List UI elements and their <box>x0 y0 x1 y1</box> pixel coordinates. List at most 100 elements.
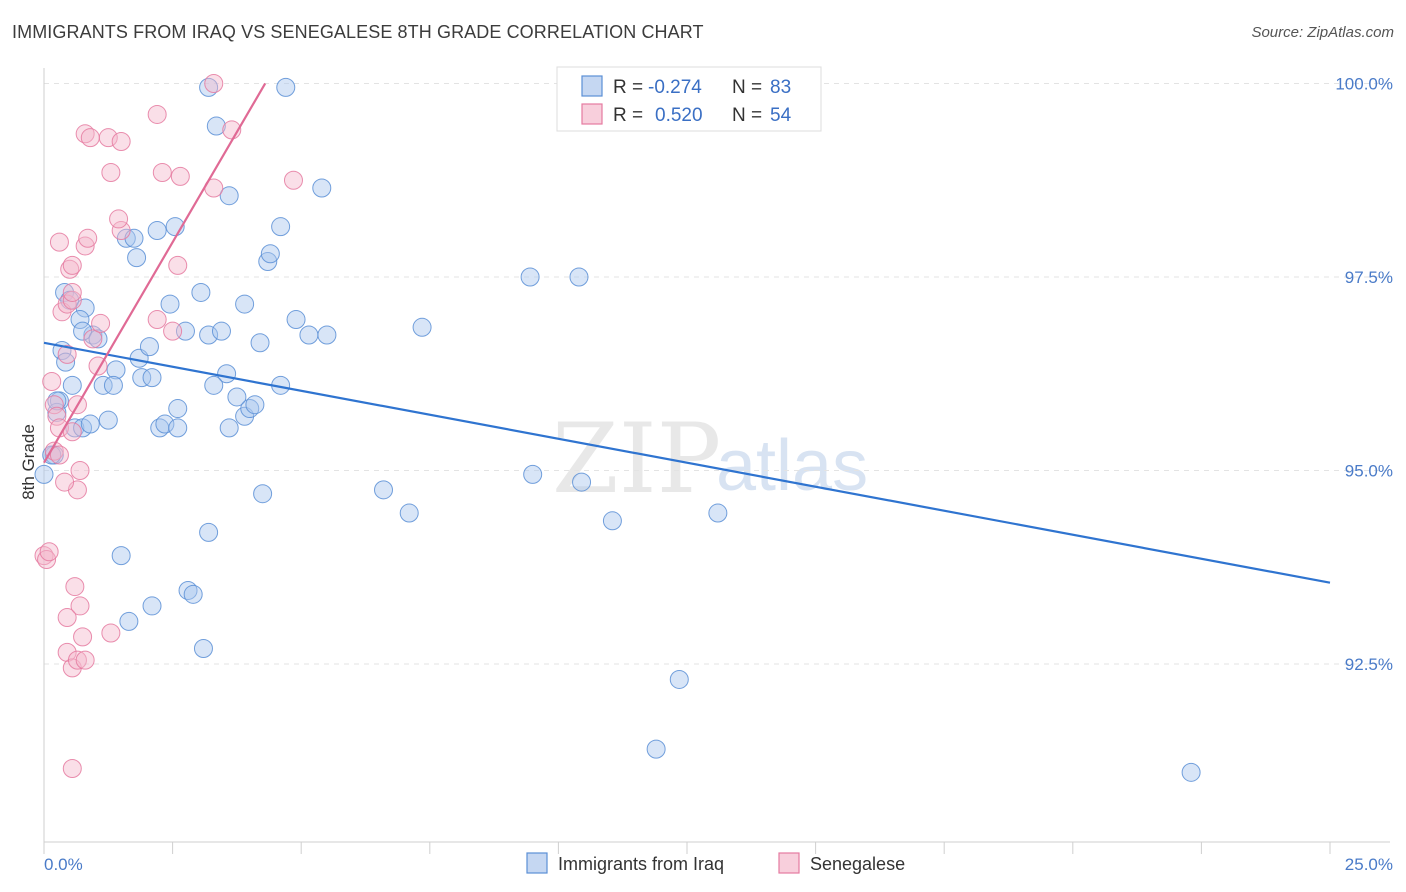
point-iraq-66 <box>193 639 213 658</box>
point-senegalese-7 <box>37 549 57 569</box>
point-iraq-2 <box>62 375 82 395</box>
point-iraq-62 <box>119 611 139 631</box>
point-iraq-13 <box>70 310 90 330</box>
point-iraq-17 <box>93 375 113 395</box>
point-senegalese-0 <box>42 371 62 391</box>
point-iraq-68 <box>399 503 419 523</box>
legend-n-label-senegalese: N = <box>732 105 762 126</box>
point-iraq-74 <box>602 511 622 531</box>
source-credit: Source: ZipAtlas.com <box>1251 24 1394 41</box>
point-senegalese-12 <box>62 290 82 310</box>
point-senegalese-1 <box>44 395 64 415</box>
point-iraq-14 <box>83 325 103 345</box>
point-iraq-65 <box>183 584 203 604</box>
point-iraq-40 <box>219 418 239 438</box>
point-iraq-25 <box>155 414 175 434</box>
point-senegalese-51 <box>283 170 303 190</box>
point-iraq-44 <box>245 395 265 415</box>
point-senegalese-8 <box>39 542 59 562</box>
watermark-atlas: atlas <box>716 426 868 506</box>
point-iraq-41 <box>227 387 247 407</box>
point-iraq-46 <box>250 333 270 353</box>
chart-title: IMMIGRANTS FROM IRAQ VS SENEGALESE 8TH G… <box>12 22 704 42</box>
watermark-zip: ZIP <box>552 403 721 515</box>
series-iraq <box>34 73 1201 782</box>
point-senegalese-25 <box>55 472 75 492</box>
point-senegalese-29 <box>73 627 93 647</box>
point-senegalese-11 <box>57 294 77 314</box>
point-senegalese-23 <box>70 460 90 480</box>
point-iraq-49 <box>271 217 291 237</box>
point-iraq-63 <box>142 596 162 616</box>
point-iraq-67 <box>374 480 394 500</box>
point-senegalese-18 <box>78 228 98 248</box>
point-iraq-23 <box>142 368 162 388</box>
point-senegalese-30 <box>57 608 77 628</box>
point-senegalese-39 <box>101 162 121 182</box>
point-senegalese-15 <box>62 255 82 275</box>
point-iraq-33 <box>160 294 180 314</box>
y-tick-label-3: 92.5% <box>1345 655 1393 674</box>
point-senegalese-42 <box>147 104 167 124</box>
bottom-legend-swatch-iraq <box>526 852 548 874</box>
point-senegalese-47 <box>168 255 188 275</box>
point-senegalese-44 <box>109 209 129 229</box>
point-senegalese-31 <box>57 642 77 662</box>
y-tick-label-2: 95.0% <box>1345 461 1393 480</box>
point-iraq-9 <box>80 414 100 434</box>
bottom-legend-label-senegalese: Senegalese <box>810 854 905 874</box>
x-tick-label-1: 25.0% <box>1345 855 1393 874</box>
point-iraq-37 <box>211 321 231 341</box>
point-senegalese-16 <box>49 232 69 252</box>
point-senegalese-43 <box>152 162 172 182</box>
x-tick-label-0: 0.0% <box>44 855 83 874</box>
point-senegalese-52 <box>62 758 82 778</box>
point-senegalese-5 <box>49 445 69 465</box>
point-iraq-15 <box>73 321 93 341</box>
point-iraq-55 <box>312 178 332 198</box>
point-iraq-51 <box>253 484 273 504</box>
point-iraq-30 <box>147 221 167 241</box>
point-iraq-79 <box>1181 762 1201 782</box>
point-senegalese-10 <box>57 344 77 364</box>
point-iraq-61 <box>199 522 219 542</box>
point-iraq-45 <box>235 294 255 314</box>
point-iraq-70 <box>520 267 540 287</box>
point-senegalese-38 <box>111 132 131 152</box>
point-iraq-1 <box>56 352 76 372</box>
point-senegalese-35 <box>101 623 121 643</box>
trend-lines <box>43 82 1331 584</box>
point-senegalese-13 <box>62 282 82 302</box>
legend-n-value-iraq: 83 <box>770 77 791 98</box>
point-iraq-71 <box>569 267 589 287</box>
point-senegalese-4 <box>44 441 64 461</box>
trend-line-iraq <box>43 341 1331 584</box>
point-senegalese-41 <box>80 128 100 148</box>
bottom-legend-label-iraq: Immigrants from Iraq <box>558 854 724 874</box>
y-tick-label-1: 97.5% <box>1345 268 1393 287</box>
axes <box>43 68 1390 854</box>
point-senegalese-40 <box>75 124 95 144</box>
x-tick-labels: 0.0% 25.0% <box>44 855 1393 874</box>
bottom-legend-swatch-senegalese <box>778 852 800 874</box>
point-senegalese-48 <box>170 166 190 186</box>
point-iraq-26 <box>168 418 188 438</box>
point-iraq-57 <box>276 77 296 97</box>
point-senegalese-36 <box>111 221 131 241</box>
point-iraq-4 <box>47 402 67 422</box>
point-iraq-22 <box>139 337 159 357</box>
point-iraq-39 <box>204 375 224 395</box>
point-senegalese-19 <box>83 329 103 349</box>
point-iraq-59 <box>219 186 239 206</box>
legend-r-label-senegalese: R = <box>613 105 643 126</box>
point-iraq-53 <box>299 325 319 345</box>
legend-r-label-iraq: R = <box>613 77 643 98</box>
point-senegalese-28 <box>70 596 90 616</box>
point-iraq-56 <box>199 77 219 97</box>
point-senegalese-53 <box>204 73 224 93</box>
point-senegalese-45 <box>147 310 167 330</box>
point-iraq-32 <box>127 248 147 268</box>
y-tick-labels: 100.0% 97.5% 95.0% 92.5% <box>1335 74 1393 674</box>
point-senegalese-27 <box>65 577 85 597</box>
